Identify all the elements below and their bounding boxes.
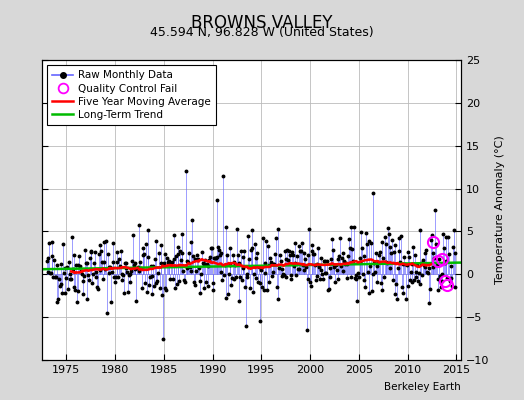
- Text: BROWNS VALLEY: BROWNS VALLEY: [191, 14, 333, 32]
- Legend: Raw Monthly Data, Quality Control Fail, Five Year Moving Average, Long-Term Tren: Raw Monthly Data, Quality Control Fail, …: [47, 65, 216, 125]
- Text: 45.594 N, 96.828 W (United States): 45.594 N, 96.828 W (United States): [150, 26, 374, 39]
- Y-axis label: Temperature Anomaly (°C): Temperature Anomaly (°C): [495, 136, 505, 284]
- Text: Berkeley Earth: Berkeley Earth: [385, 382, 461, 392]
